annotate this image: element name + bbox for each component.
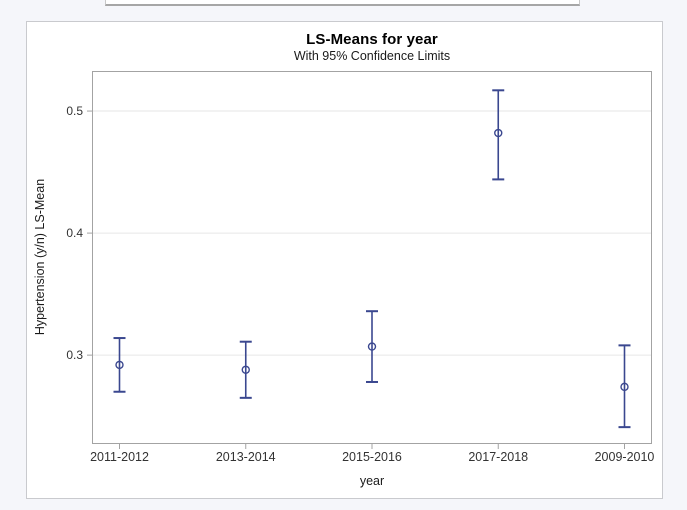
x-tick-label: 2015-2016 — [342, 450, 402, 464]
y-tick-label: 0.4 — [66, 226, 83, 240]
x-axis-title: year — [359, 474, 385, 488]
mean-marker — [115, 360, 124, 370]
chart-title: LS-Means for year — [306, 31, 438, 48]
mean-marker — [494, 128, 503, 138]
y-tick-label: 0.3 — [66, 348, 83, 362]
mean-marker — [367, 342, 377, 351]
y-axis-title: Hypertension (y/n) LS-Mean — [33, 178, 47, 336]
mean-marker — [620, 382, 629, 392]
x-tick-label: 2009-2010 — [595, 450, 655, 464]
plot-area: 0.3 0.4 0.5 2011-2012 2013-2014 2015-2016 2017… — [66, 71, 654, 464]
clipped-content-above-edge — [105, 0, 580, 6]
plot-canvas: 0.3 0.4 0.5 2011-2012 2013-2014 2015-2016 2017… — [66, 89, 654, 464]
ls-means-graph-panel: LS-Means for year With 95% Confidence Li… — [26, 21, 663, 499]
chart-subtitle: With 95% Confidence Limits — [293, 49, 451, 63]
y-tick-label: 0.5 — [66, 104, 83, 118]
x-tick-label: 2013-2014 — [216, 450, 276, 464]
x-tick-label: 2011-2012 — [90, 450, 149, 464]
x-tick-label: 2017-2018 — [468, 450, 528, 464]
mean-marker — [241, 365, 250, 374]
